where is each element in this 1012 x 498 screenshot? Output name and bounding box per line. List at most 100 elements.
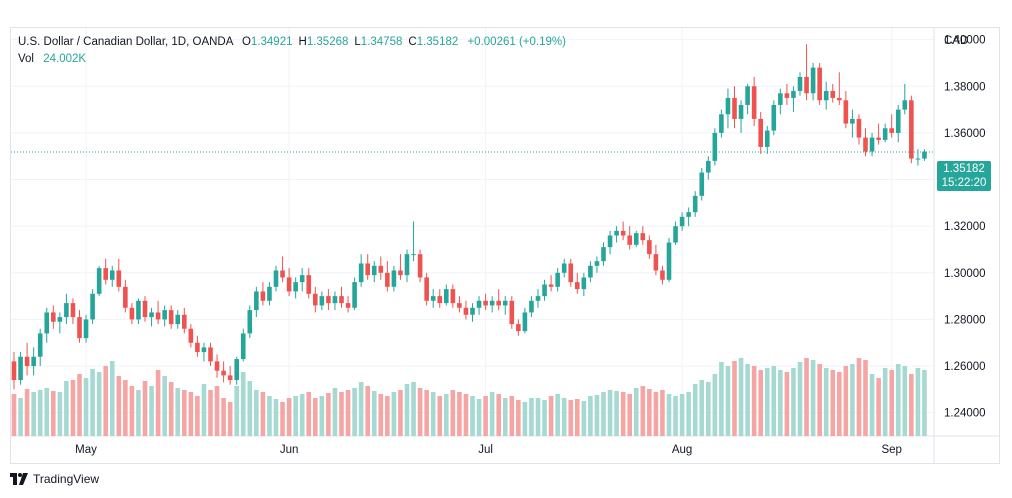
candle-body bbox=[437, 296, 443, 304]
candle-body bbox=[843, 100, 849, 124]
brand-name: TradingView bbox=[33, 472, 100, 486]
volume-bar bbox=[149, 386, 154, 436]
candle-body bbox=[876, 137, 881, 140]
volume-legend[interactable]: Vol 24.002K bbox=[18, 53, 86, 65]
time-tick-label: Jul bbox=[478, 444, 493, 456]
volume-bar bbox=[155, 370, 161, 436]
volume-bar bbox=[817, 364, 822, 436]
volume-bar bbox=[542, 400, 547, 436]
candle-body bbox=[548, 284, 554, 287]
candle-body bbox=[103, 268, 108, 280]
time-axis[interactable]: MayJunJulAugSepOctNov bbox=[75, 444, 1012, 456]
volume-bar bbox=[561, 398, 567, 436]
volume-bar bbox=[692, 384, 698, 436]
candle-body bbox=[70, 303, 76, 318]
volume-bar bbox=[489, 392, 495, 436]
volume-bar bbox=[221, 398, 226, 436]
candle-body bbox=[247, 310, 253, 334]
volume-bar bbox=[417, 388, 423, 436]
volume-bar bbox=[889, 370, 894, 436]
candle-body bbox=[424, 277, 429, 301]
candle-body bbox=[83, 319, 89, 339]
candle-body bbox=[922, 151, 927, 159]
volume-bar bbox=[214, 386, 220, 436]
candle-body bbox=[168, 310, 174, 325]
candle-body bbox=[391, 270, 397, 287]
volume-bar bbox=[201, 384, 207, 436]
volume-bar bbox=[457, 392, 462, 436]
volume-bar bbox=[502, 398, 508, 436]
candle-body bbox=[607, 235, 613, 248]
candle-body bbox=[404, 254, 410, 276]
ohlc-value-o: 1.34921 bbox=[250, 36, 293, 48]
candle-body bbox=[51, 312, 56, 322]
volume-bar bbox=[168, 382, 174, 436]
candle-body bbox=[37, 333, 43, 357]
volume-bar bbox=[188, 392, 194, 436]
candle-body bbox=[666, 242, 672, 280]
volume-bar bbox=[764, 368, 770, 436]
candle-body bbox=[444, 289, 449, 304]
volume-bar bbox=[633, 388, 639, 436]
volume-bar bbox=[653, 392, 659, 436]
volume-bar bbox=[24, 389, 30, 436]
candle-body bbox=[751, 86, 757, 119]
price-axis[interactable]: 1.400001.380001.360001.340001.320001.300… bbox=[944, 35, 986, 420]
volume-bar bbox=[313, 398, 318, 436]
volume-bar bbox=[77, 374, 82, 436]
tradingview-icon bbox=[10, 473, 28, 485]
candle-body bbox=[339, 296, 344, 304]
volume-bar bbox=[614, 391, 619, 436]
volume-bar bbox=[365, 386, 370, 436]
volume-bar bbox=[810, 360, 816, 436]
ohlc-value-c: 1.35182 bbox=[416, 36, 459, 48]
price-tick-label: 1.40000 bbox=[944, 35, 986, 47]
candle-body bbox=[345, 303, 351, 308]
candle-body bbox=[758, 118, 763, 147]
tradingview-logo[interactable]: TradingView bbox=[10, 472, 99, 486]
volume-bar bbox=[738, 358, 744, 436]
candle-body bbox=[496, 300, 501, 306]
candle-body bbox=[411, 254, 416, 256]
time-tick-label: Sep bbox=[881, 444, 901, 456]
symbol-legend[interactable]: U.S. Dollar / Canadian Dollar, 1D, OANDA… bbox=[18, 36, 566, 48]
volume-bar bbox=[771, 366, 777, 436]
price-tick-label: 1.24000 bbox=[944, 408, 986, 420]
price-tick-label: 1.26000 bbox=[944, 361, 986, 373]
volume-bar bbox=[837, 372, 842, 436]
volume-bar bbox=[175, 388, 181, 436]
candle-body bbox=[745, 86, 750, 105]
candle-body bbox=[660, 270, 665, 280]
time-tick-label: May bbox=[75, 444, 97, 456]
volume-bar bbox=[725, 366, 731, 436]
volume-label: Vol bbox=[18, 53, 34, 65]
candle-body bbox=[417, 254, 423, 278]
candle-body bbox=[581, 277, 587, 290]
volume-bar bbox=[869, 374, 875, 436]
candle-body bbox=[293, 282, 298, 292]
candle-body bbox=[529, 300, 534, 313]
volume-bar bbox=[391, 392, 397, 436]
volume-bar bbox=[706, 382, 711, 436]
symbol-title: U.S. Dollar / Canadian Dollar, 1D, OANDA bbox=[18, 36, 233, 48]
volume-bar bbox=[660, 390, 665, 436]
candle-body bbox=[273, 270, 279, 287]
candle-body bbox=[483, 300, 488, 306]
volume-bar bbox=[732, 361, 737, 436]
candle-body bbox=[450, 289, 456, 304]
ohlc-value-l: 1.34758 bbox=[360, 36, 403, 48]
candle-body bbox=[869, 137, 875, 152]
volume-bar bbox=[876, 378, 881, 436]
volume-bar bbox=[463, 394, 469, 436]
candle-body bbox=[712, 132, 718, 161]
volume-bar bbox=[555, 394, 560, 436]
candle-body bbox=[385, 272, 390, 287]
candle-body bbox=[476, 300, 482, 308]
candle-body bbox=[856, 118, 862, 138]
volume-bar bbox=[182, 390, 187, 436]
candle-body bbox=[463, 307, 469, 315]
candle-body bbox=[863, 137, 868, 152]
volume-bar bbox=[123, 380, 128, 436]
volume-bar bbox=[581, 401, 587, 436]
